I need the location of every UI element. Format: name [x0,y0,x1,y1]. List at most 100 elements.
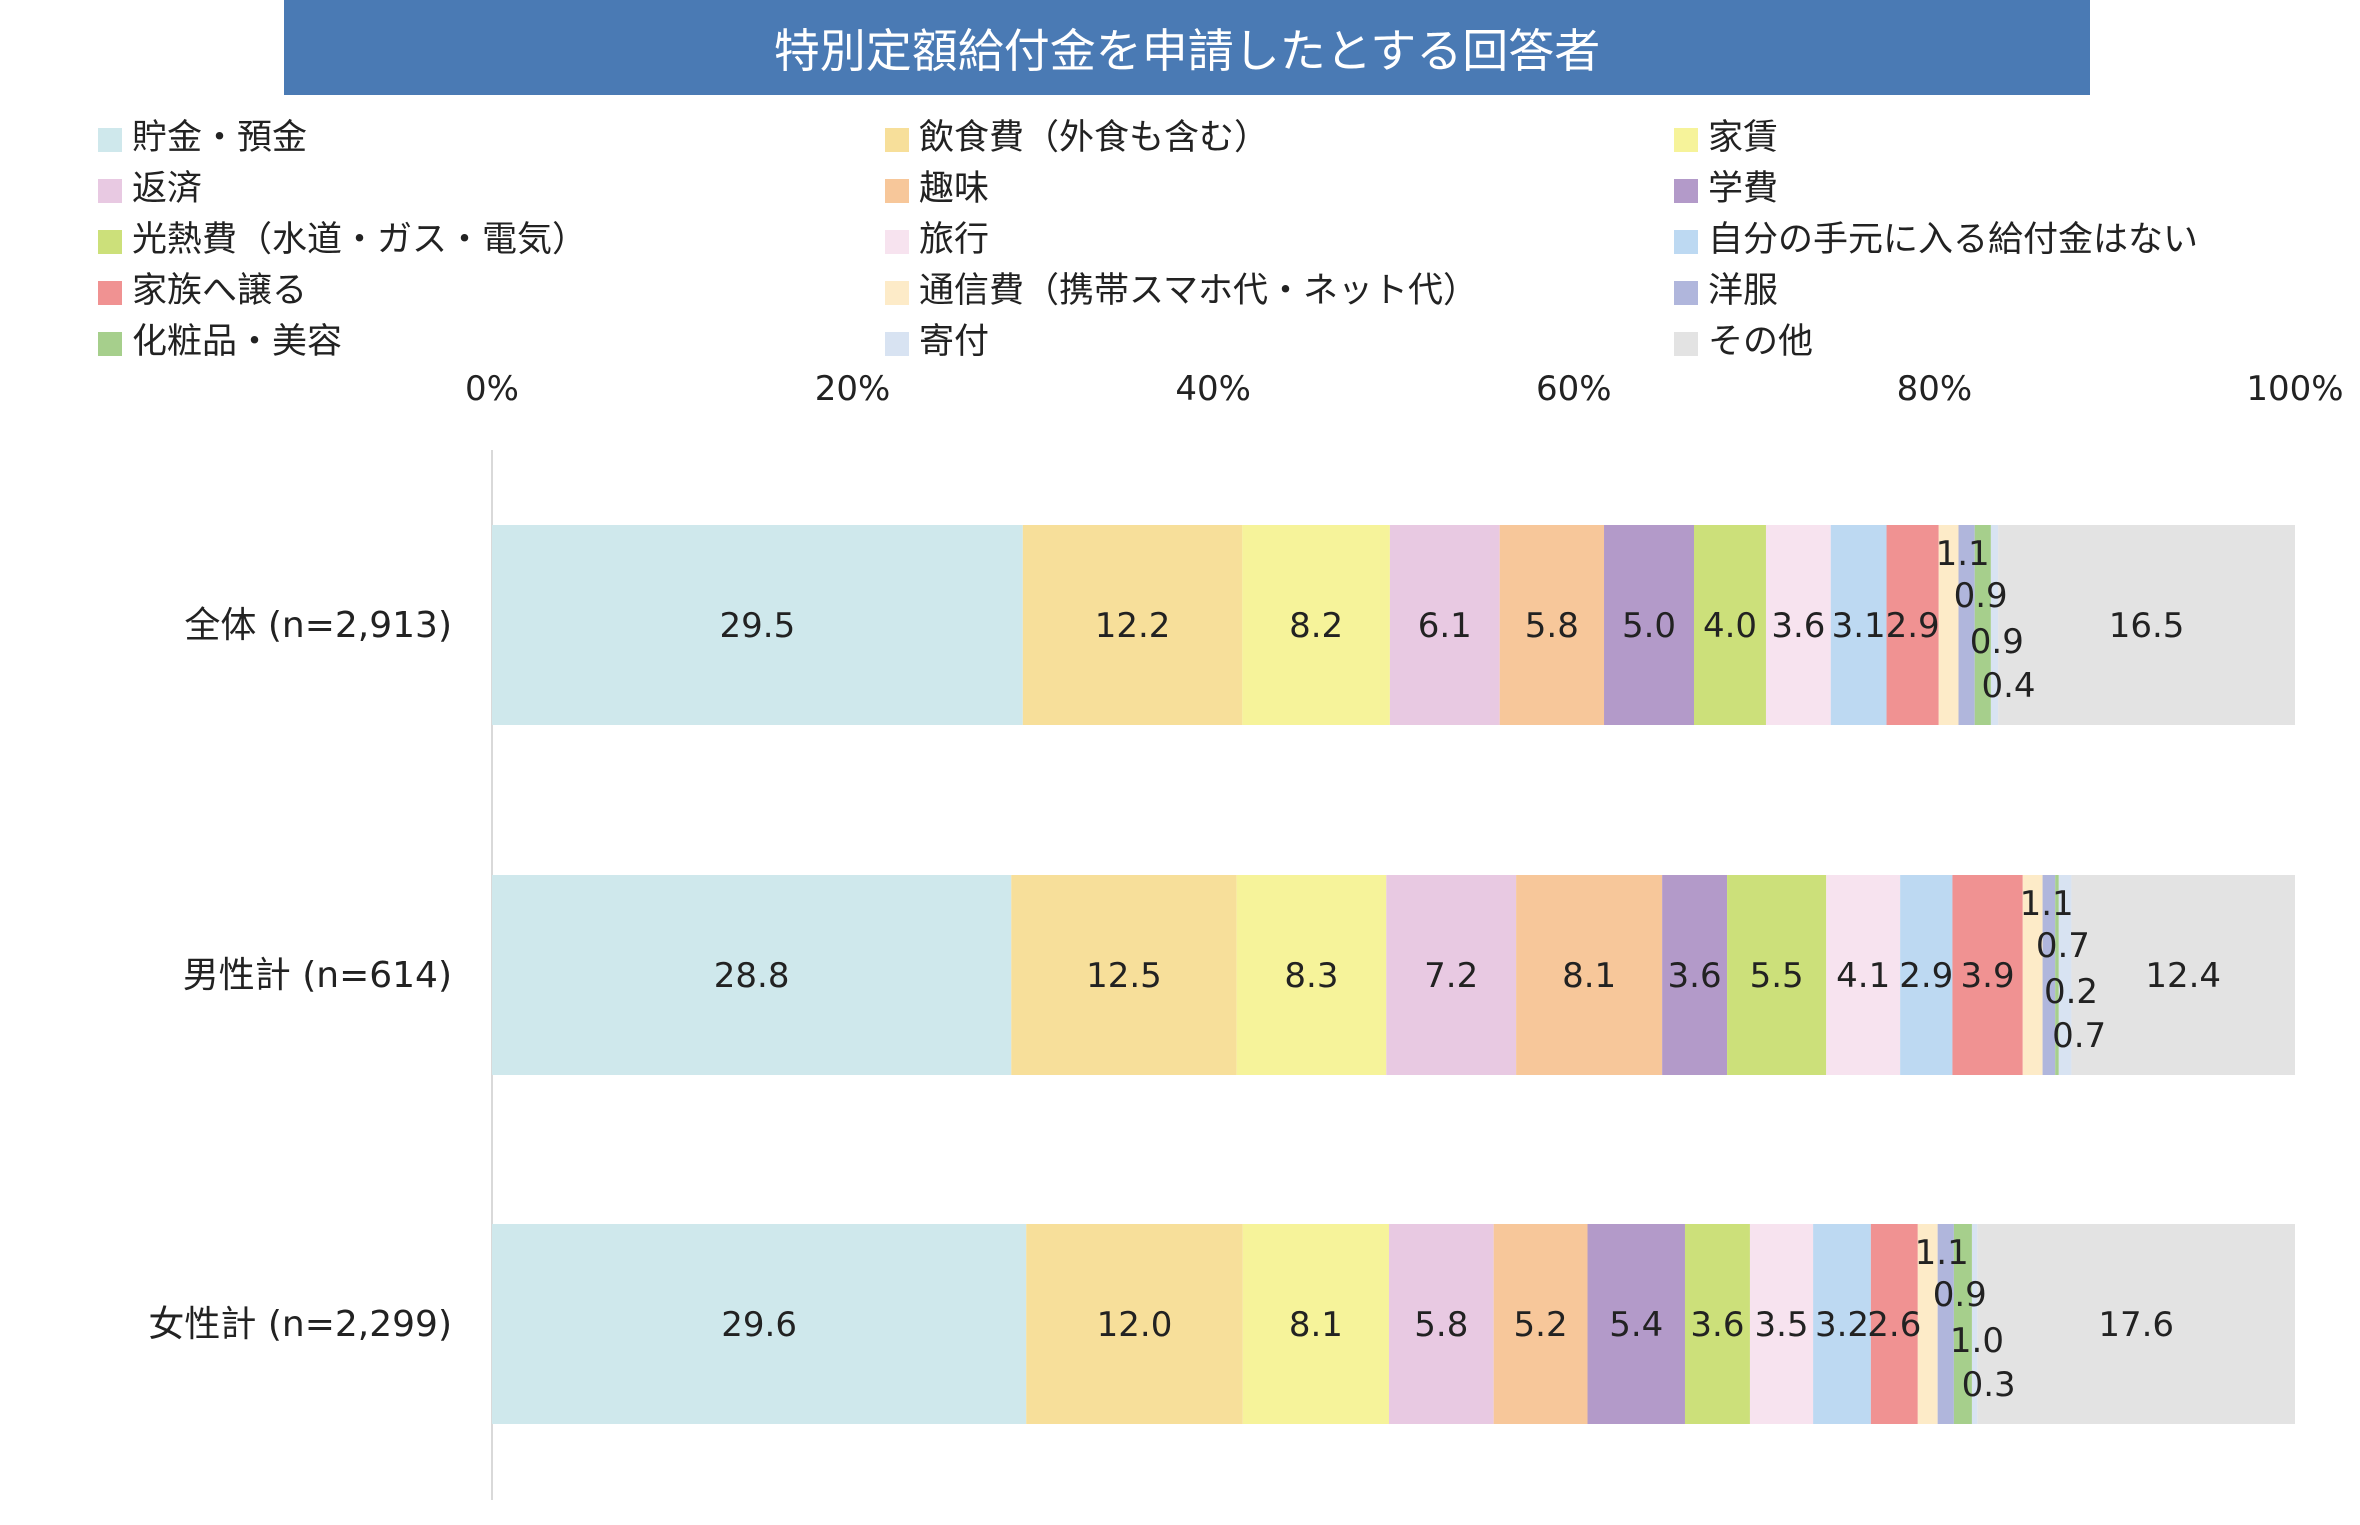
legend-label: 返済 [132,169,203,209]
data-label: 16.5 [2109,606,2185,646]
bar-segment [492,875,1012,1075]
legend-swatch [1674,179,1698,203]
data-label: 12.2 [1095,606,1171,646]
legend-swatch [98,332,122,356]
category-label: 女性計 (n=2,299) [148,1304,452,1345]
data-label: 1.1 [1915,1233,1969,1273]
data-label: 5.2 [1514,1305,1568,1345]
data-label: 6.1 [1418,606,1472,646]
bar-segment [1974,525,1991,725]
bar-segment [1389,525,1500,725]
bar-segment [1026,1224,1243,1424]
data-label: 3.5 [1754,1305,1808,1345]
bar-segment [1953,1224,1972,1424]
legend-item: 学費 [1674,169,1778,209]
data-label: 3.1 [1832,606,1886,646]
data-label: 28.8 [714,956,790,996]
legend-label: 光熱費（水道・ガス・電気） [132,220,588,260]
bar-segment [1937,1224,1954,1424]
bar-segment [1958,525,1975,725]
data-label: 12.0 [1097,1305,1173,1345]
legend-item: 家族へ譲る [98,271,307,311]
legend-label: 家族へ譲る [132,271,308,311]
bar-segment [1236,875,1387,1075]
bar-segment [1684,1224,1750,1424]
bar-segment [2058,875,2072,1075]
legend-label: 家賃 [1708,118,1779,158]
data-label: 5.8 [1414,1305,1468,1345]
legend-swatch [885,281,909,305]
x-tick-label: 20% [815,369,891,409]
legend-swatch [885,128,909,152]
bar-segment [1826,875,1901,1075]
legend-item: その他 [1674,322,1813,362]
data-label: 8.1 [1289,1305,1343,1345]
x-tick-label: 80% [1897,369,1973,409]
data-label: 29.6 [721,1305,797,1345]
legend-label: 貯金・預金 [132,118,308,158]
legend-item: 通信費（携帯スマホ代・ネット代） [885,271,1478,311]
data-label: 4.1 [1836,956,1890,996]
bar-segment [2042,875,2056,1075]
bar-segment [1388,1224,1494,1424]
legend-swatch [1674,128,1698,152]
data-label: 17.6 [2098,1305,2174,1345]
bar-segment [2055,875,2059,1075]
data-label: 0.7 [2052,1016,2106,1056]
category-label: 全体 (n=2,913) [184,605,452,646]
legend-label: 通信費（携帯スマホ代・ネット代） [919,271,1478,311]
legend-swatch [98,281,122,305]
legend-item: 寄付 [885,322,989,362]
data-label: 0.9 [1954,576,2008,616]
bar-segment [1242,1224,1389,1424]
bar-segment [1977,1224,2295,1424]
data-label: 1.1 [2020,884,2074,924]
bar-segment [1587,1224,1685,1424]
bar-segment [1493,1224,1588,1424]
legend-label: 学費 [1708,169,1779,209]
data-label: 1.1 [1936,534,1990,574]
bar-segment [1998,525,2295,725]
legend-swatch [98,179,122,203]
bar-segment [1727,875,1827,1075]
data-label: 8.2 [1289,606,1343,646]
data-label: 2.6 [1867,1305,1921,1345]
bar-segment [1765,525,1831,725]
bar-segment [1022,525,1243,725]
data-label: 8.3 [1284,956,1338,996]
data-label: 12.4 [2145,956,2221,996]
bar-segment [2071,875,2295,1075]
legend-swatch [885,230,909,254]
legend-swatch [885,179,909,203]
category-label: 男性計 (n=614) [183,955,452,996]
data-label: 5.8 [1525,606,1579,646]
data-label: 0.4 [1981,666,2035,706]
bar-segment [492,1224,1027,1424]
data-label: 0.3 [1962,1365,2016,1405]
legend-item: 趣味 [885,169,989,209]
legend-label: 自分の手元に入る給付金はない [1708,220,2199,260]
bar-segment [1938,525,1959,725]
data-label: 2.9 [1899,956,1953,996]
legend-label: 趣味 [919,169,990,209]
bar-segment [1870,1224,1918,1424]
bar-segment [1900,875,1953,1075]
data-label: 0.9 [1970,622,2024,662]
bar-segment [1952,875,2023,1075]
bar-segment [2022,875,2043,1075]
legend-item: 洋服 [1674,271,1778,311]
legend-item: 貯金・預金 [98,118,307,158]
bar-segment [1242,525,1390,725]
data-label: 1.0 [1950,1321,2004,1361]
data-label: 8.1 [1562,956,1616,996]
data-label: 5.0 [1622,606,1676,646]
bar-segment [1662,875,1728,1075]
data-label: 0.9 [1933,1275,1987,1315]
legend-swatch [98,230,122,254]
data-label: 5.4 [1609,1305,1663,1345]
bar-segment [1604,525,1694,725]
legend-item: 光熱費（水道・ガス・電気） [98,220,587,260]
legend-label: 化粧品・美容 [132,322,343,362]
data-label: 5.5 [1750,956,1804,996]
x-tick-label: 40% [1175,369,1251,409]
